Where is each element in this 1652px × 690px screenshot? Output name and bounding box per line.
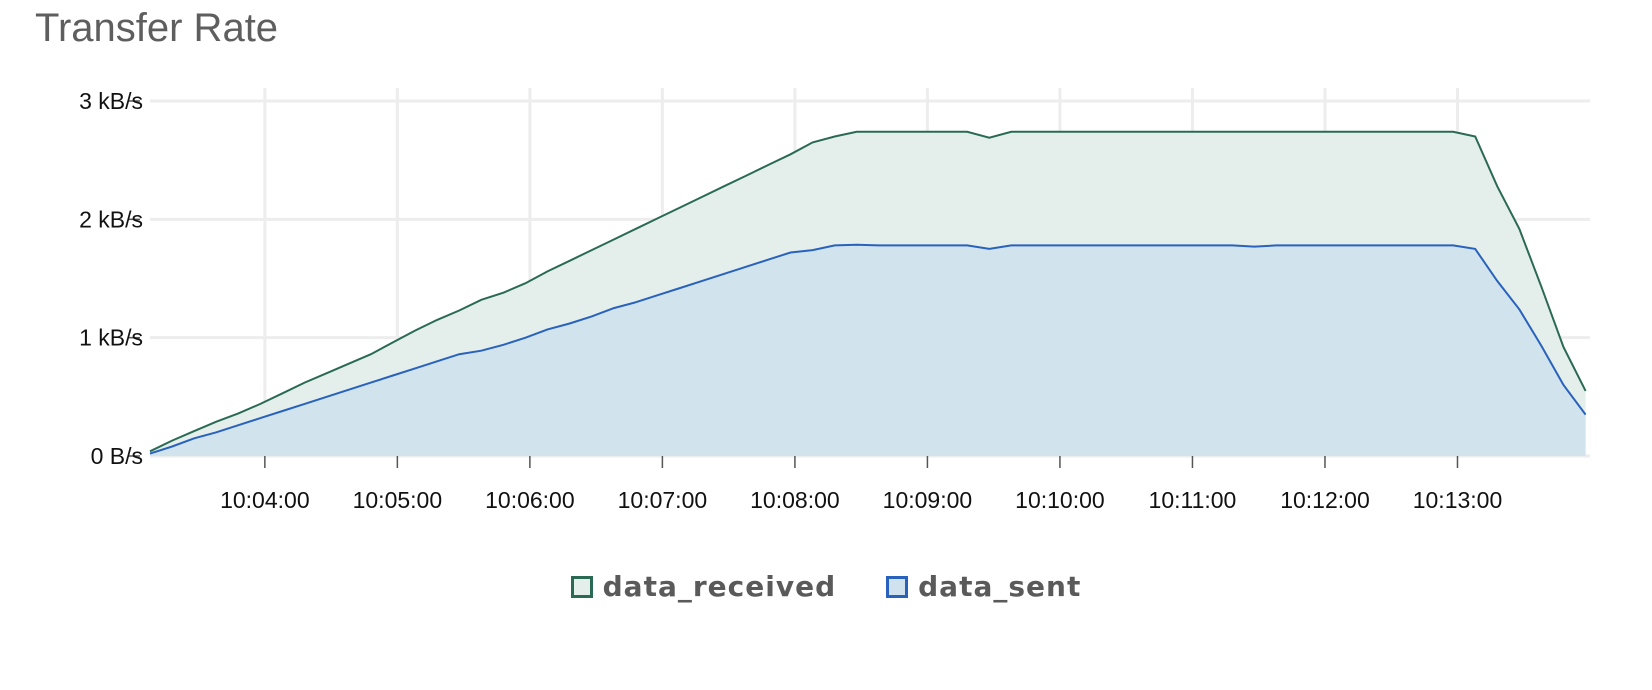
- legend-item-data-sent[interactable]: data_sent: [886, 570, 1081, 603]
- y-tick-label: 0 B/s: [91, 443, 143, 469]
- x-tick-label: 10:07:00: [618, 487, 708, 513]
- y-tick-label: 2 kB/s: [79, 206, 143, 232]
- y-tick-label: 3 kB/s: [79, 88, 143, 114]
- line-data-sent: [149, 243, 1587, 455]
- chart-legend: data_received data_sent: [0, 570, 1652, 603]
- x-tick-label: 10:08:00: [750, 487, 840, 513]
- x-tick-label: 10:05:00: [353, 487, 443, 513]
- y-axis-labels: 0 B/s 1 kB/s 2 kB/s 3 kB/s: [79, 88, 143, 469]
- legend-swatch-data-received: [570, 575, 593, 598]
- x-tick-label: 10:09:00: [883, 487, 973, 513]
- panel-title: Transfer Rate: [35, 6, 279, 50]
- x-axis-labels: 10:04:00 10:05:00 10:06:00 10:07:00 10:08:00…: [220, 487, 1502, 513]
- x-tick-label: 10:10:00: [1015, 487, 1105, 513]
- x-tick-label: 10:04:00: [220, 487, 310, 513]
- legend-label: data_received: [602, 570, 837, 603]
- transfer-rate-chart: 0 B/s 1 kB/s 2 kB/s 3 kB/s 10:04:00 10:05:00…: [79, 88, 1590, 513]
- area-data-sent: [150, 244, 1586, 456]
- legend-swatch-data-sent: [886, 575, 909, 598]
- x-tick-label: 10:06:00: [485, 487, 575, 513]
- legend-item-data-received[interactable]: data_received: [570, 570, 837, 603]
- x-tick-label: 10:12:00: [1280, 487, 1370, 513]
- x-tick-label: 10:11:00: [1149, 487, 1237, 513]
- y-tick-label: 1 kB/s: [79, 325, 143, 351]
- series-lines: [149, 130, 1587, 455]
- series-areas: [150, 131, 1586, 457]
- line-data-received: [149, 130, 1587, 453]
- x-tick-label: 10:13:00: [1413, 487, 1503, 513]
- legend-label: data_sent: [918, 570, 1082, 603]
